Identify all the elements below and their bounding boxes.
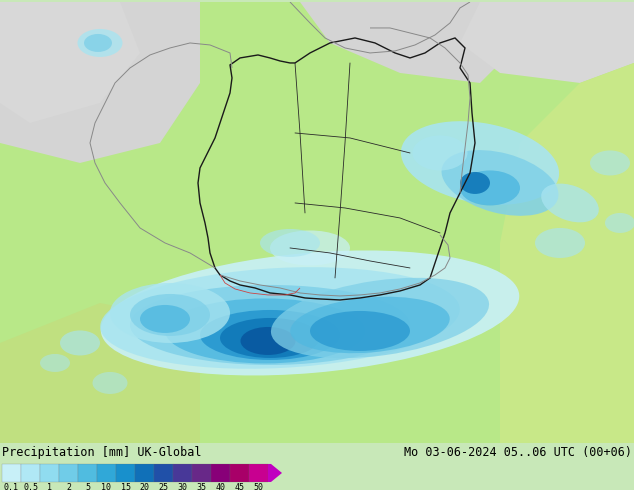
Ellipse shape	[84, 34, 112, 52]
Text: 2: 2	[66, 483, 71, 490]
Text: 35: 35	[197, 483, 207, 490]
Ellipse shape	[441, 150, 559, 216]
Text: 40: 40	[216, 483, 226, 490]
Text: 30: 30	[178, 483, 188, 490]
Ellipse shape	[60, 330, 100, 355]
Ellipse shape	[310, 311, 410, 351]
Ellipse shape	[270, 230, 350, 266]
Bar	[173, 464, 192, 482]
Text: 1: 1	[47, 483, 52, 490]
Ellipse shape	[100, 267, 460, 369]
Text: 0.1: 0.1	[4, 483, 19, 490]
Ellipse shape	[200, 310, 340, 360]
Text: Mo 03-06-2024 05..06 UTC (00+06): Mo 03-06-2024 05..06 UTC (00+06)	[404, 446, 632, 459]
Bar	[21, 464, 40, 482]
Ellipse shape	[140, 305, 190, 333]
Ellipse shape	[541, 184, 599, 222]
Bar	[97, 464, 116, 482]
Bar	[211, 464, 230, 482]
Bar	[78, 464, 97, 482]
Ellipse shape	[605, 213, 634, 233]
Ellipse shape	[290, 296, 450, 353]
Ellipse shape	[271, 278, 489, 358]
Bar	[59, 464, 78, 482]
Polygon shape	[460, 2, 634, 83]
FancyArrow shape	[268, 464, 282, 482]
Text: 50: 50	[254, 483, 264, 490]
Bar	[154, 464, 173, 482]
Ellipse shape	[260, 229, 320, 257]
Ellipse shape	[535, 228, 585, 258]
Polygon shape	[300, 2, 520, 83]
Ellipse shape	[460, 172, 490, 194]
Ellipse shape	[165, 298, 365, 364]
Text: 5: 5	[85, 483, 90, 490]
Polygon shape	[0, 2, 140, 123]
Polygon shape	[0, 2, 200, 163]
Text: 20: 20	[139, 483, 150, 490]
Ellipse shape	[130, 285, 410, 365]
Ellipse shape	[590, 150, 630, 175]
Polygon shape	[0, 303, 200, 443]
Bar	[116, 464, 135, 482]
Ellipse shape	[413, 135, 467, 171]
Ellipse shape	[93, 372, 127, 394]
Text: 25: 25	[158, 483, 169, 490]
Ellipse shape	[77, 29, 122, 57]
Polygon shape	[500, 63, 634, 443]
Bar	[135, 464, 154, 482]
Text: 0.5: 0.5	[23, 483, 38, 490]
Ellipse shape	[101, 250, 519, 375]
Ellipse shape	[460, 171, 520, 205]
Ellipse shape	[40, 354, 70, 372]
Text: 45: 45	[235, 483, 245, 490]
Text: Precipitation [mm] UK-Global: Precipitation [mm] UK-Global	[2, 446, 202, 459]
Bar	[230, 464, 249, 482]
Ellipse shape	[220, 318, 320, 358]
Text: 10: 10	[101, 483, 112, 490]
Bar	[2, 464, 21, 482]
Ellipse shape	[110, 283, 230, 343]
Bar	[249, 464, 268, 482]
Ellipse shape	[240, 327, 295, 355]
Ellipse shape	[401, 121, 559, 205]
Bar	[40, 464, 59, 482]
Text: 15: 15	[120, 483, 131, 490]
Bar	[192, 464, 211, 482]
Ellipse shape	[130, 294, 210, 336]
